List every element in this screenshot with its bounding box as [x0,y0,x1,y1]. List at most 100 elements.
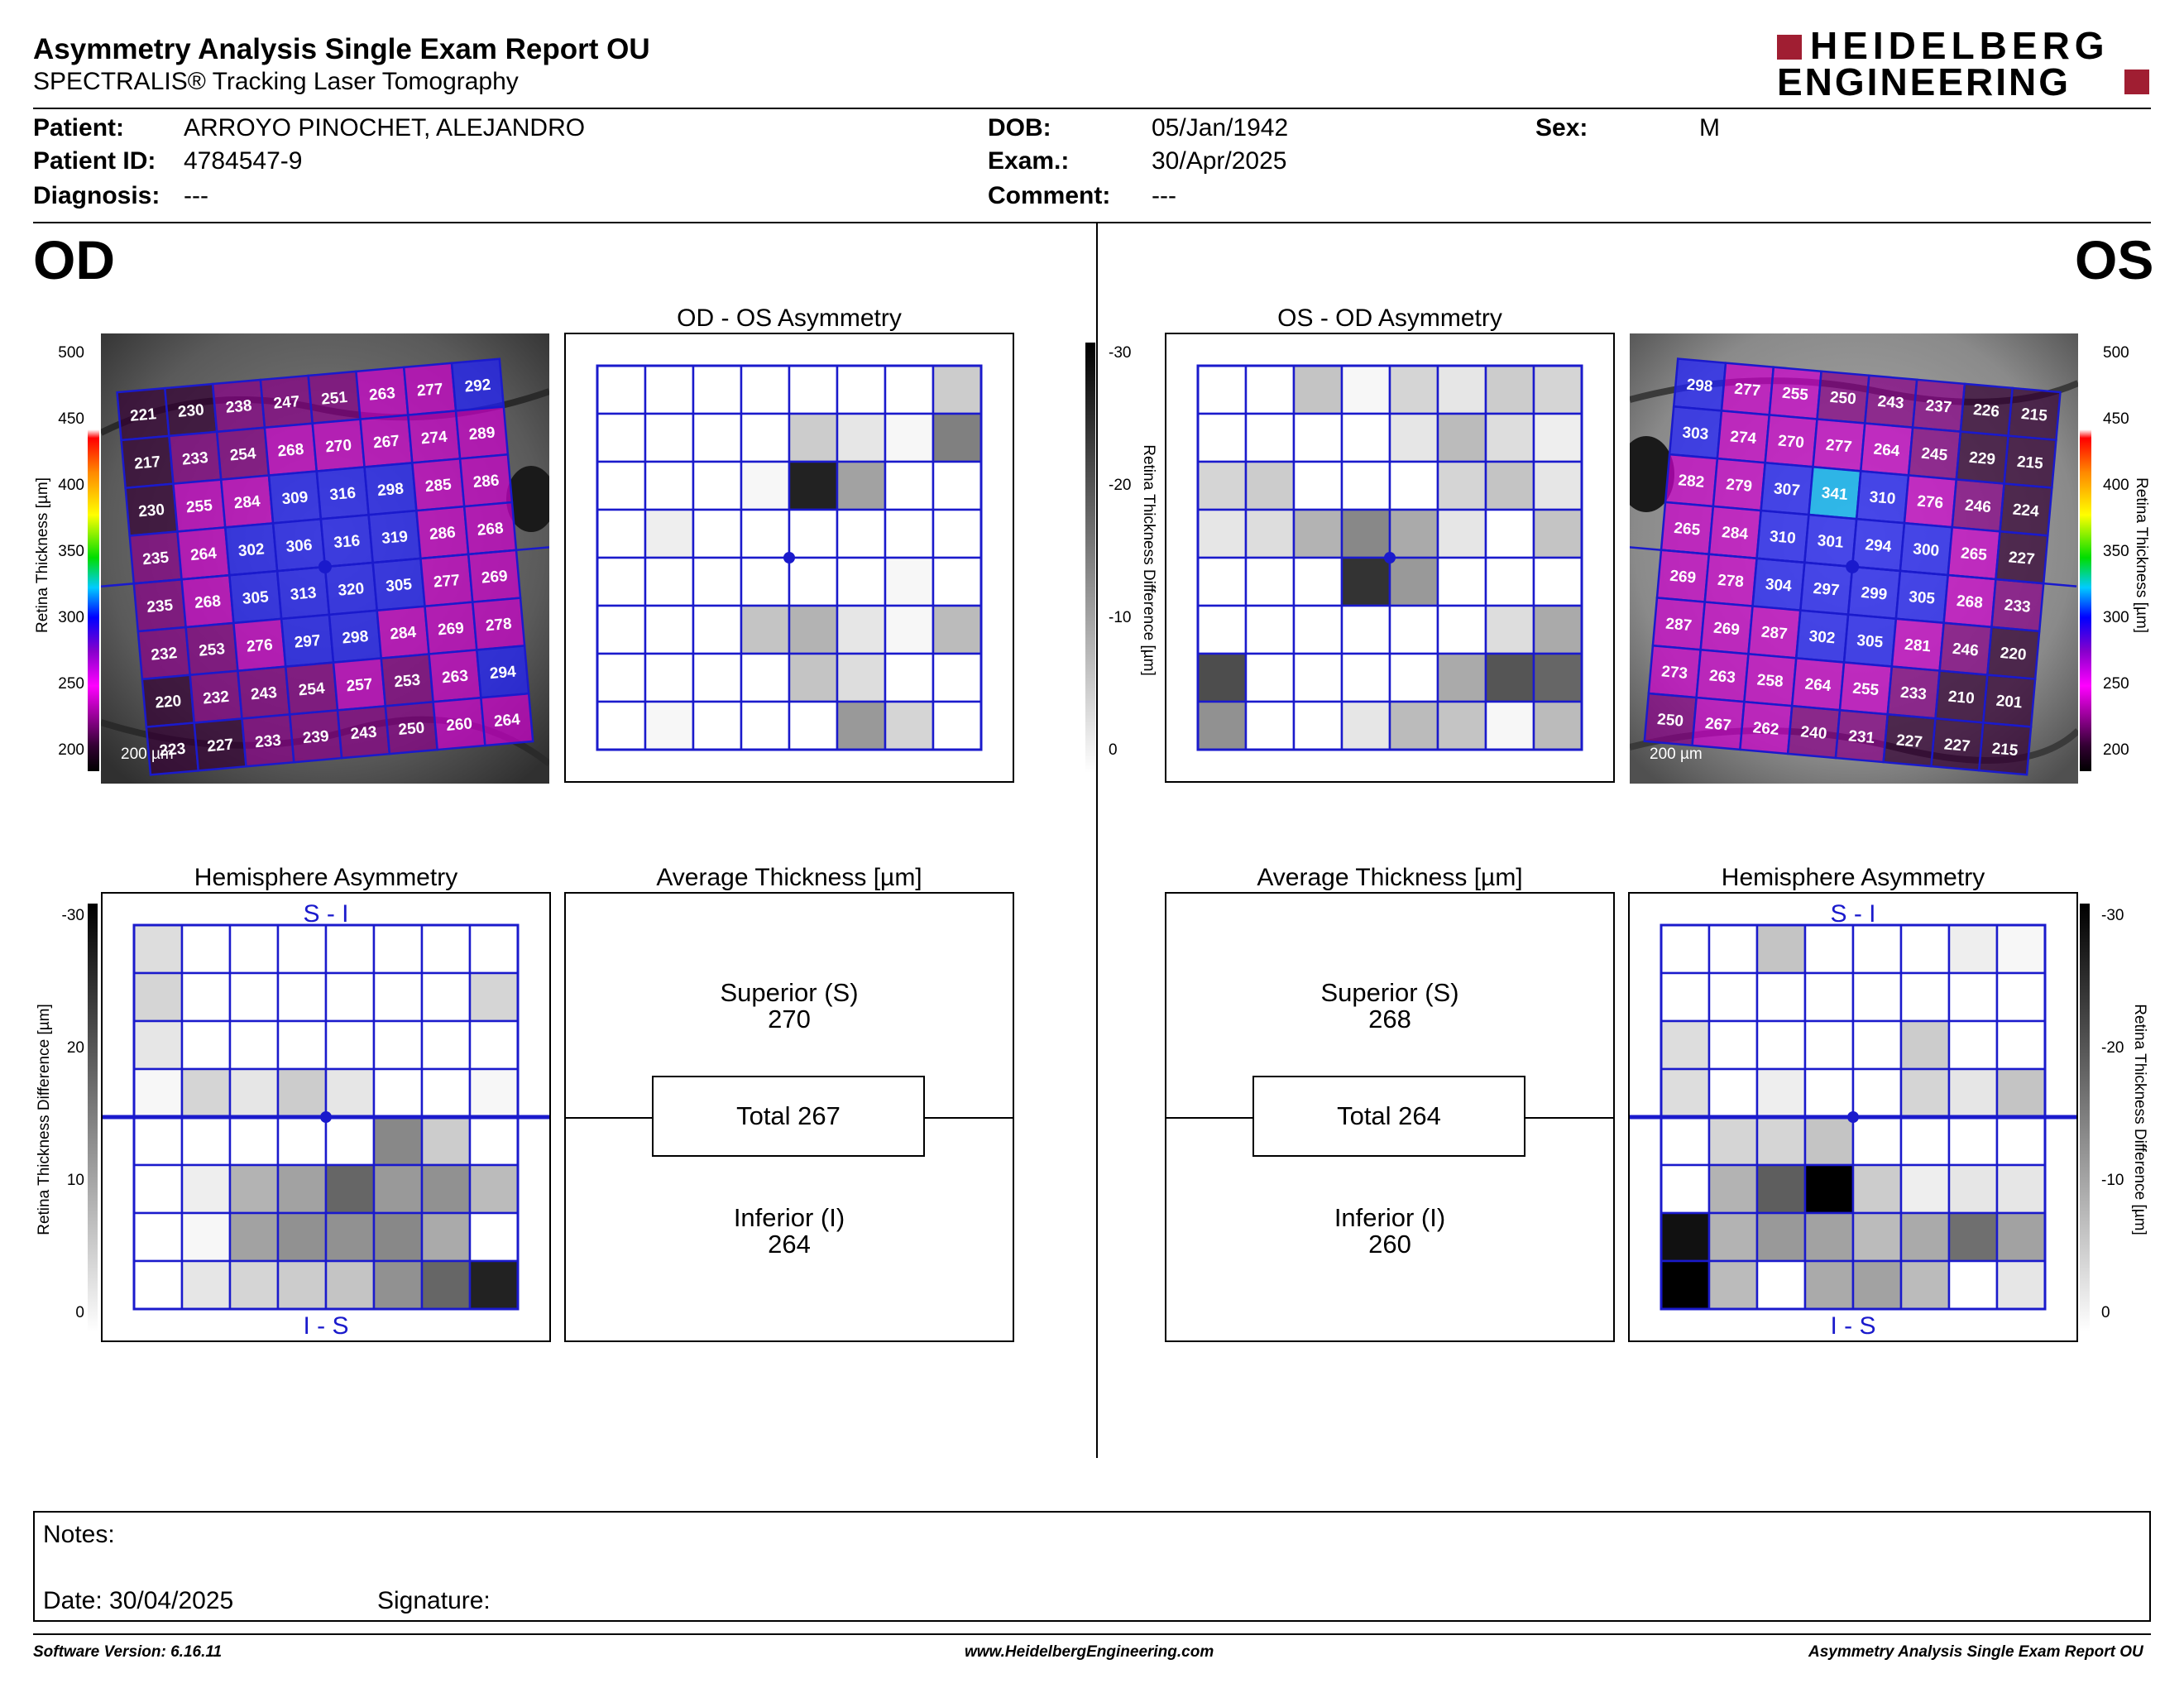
tick-label: -20 [1109,477,1132,494]
center-diff-ticks: -30 -20 -10 0 [1109,344,1150,786]
thickness-value: 319 [381,528,408,548]
grid-cell [1755,1211,1807,1263]
grid-cell [276,971,328,1023]
od-fundus-image: 221 230 238 247 251 263 277 292 217 233 254 268 270 2… [101,333,549,784]
tick-label: 200 [58,741,84,759]
thickness-value: 279 [1725,476,1752,496]
date-label: Date: 30/04/2025 [43,1587,234,1614]
grid-cell [884,652,935,703]
grid-cell [372,1211,424,1263]
grid-cell [1899,1115,1951,1167]
fovea-marker [1847,1111,1859,1123]
grid-cell [1388,364,1439,415]
grid-cell [884,508,935,559]
fovea-marker [783,552,795,563]
thickness-value: 274 [1729,428,1757,448]
os-thickness-ticks: 500 450 400 350 300 250 200 [2103,344,2144,786]
dob-label: DOB: [988,114,1051,141]
os-thickness-map: 298 277 255 250 243 237 226 215 303 274 270 277 264 2… [1630,357,2077,776]
od-thickness-ticks: 500 450 400 350 300 250 200 [43,344,84,786]
grid-cell [740,364,791,415]
grid-cell [1436,604,1487,655]
tick-label: 250 [58,675,84,693]
od-superior-label: Superior (S) [720,978,859,1007]
thickness-value: 299 [1861,584,1888,604]
grid-cell [1995,1163,2047,1215]
grid-cell [420,1211,472,1263]
grid-cell [180,923,232,975]
grid-cell [1755,1163,1807,1215]
grid-cell [276,1067,328,1119]
grid-cell [324,1259,376,1311]
grid-cell [1244,556,1296,607]
grid-cell [1340,652,1391,703]
dob-value: 05/Jan/1942 [1152,114,1289,141]
thickness-value: 301 [1817,532,1845,552]
grid-cell [1707,1211,1759,1263]
thickness-value: 247 [273,393,300,413]
thickness-value: 294 [489,663,517,683]
grid-cell [644,700,695,751]
grid-cell [884,604,935,655]
grid-cell [1532,412,1583,463]
tick-label: 350 [58,543,84,560]
grid-cell [180,971,232,1023]
grid-cell [692,508,743,559]
grid-cell [836,604,887,655]
grid-cell [596,652,647,703]
thickness-value: 341 [1821,484,1849,504]
thickness-value: 268 [194,592,221,612]
grid-cell [1995,1115,2047,1167]
center-diff-colorbar [1085,343,1095,773]
fovea-marker [318,560,332,574]
grid-cell [228,1115,280,1167]
grid-cell [1851,1259,1903,1311]
thickness-value: 267 [1704,715,1731,735]
thickness-value: 285 [424,476,453,496]
center-diff-axis-label: Retina Thickness Difference [µm] [1140,444,1157,676]
thickness-value: 316 [333,532,361,552]
tick-label: 20 [66,1039,84,1057]
os-hemi-title: Hemisphere Asymmetry [1721,864,1985,891]
grid-cell [1803,1067,1855,1119]
grid-cell [276,923,328,975]
tick-label: 450 [2103,410,2129,428]
grid-cell [836,412,887,463]
thickness-value: 233 [1899,684,1927,704]
thickness-value: 250 [1656,711,1684,731]
grid-cell [276,1163,328,1215]
thickness-value: 250 [398,719,425,739]
grid-cell [788,412,839,463]
website-link[interactable]: www.HeidelbergEngineering.com [965,1643,1214,1661]
grid-cell [740,556,791,607]
patient-id-label: Patient ID: [33,147,156,175]
grid-cell [132,923,184,975]
thickness-value: 298 [376,480,404,500]
thickness-value: 243 [1877,393,1904,413]
grid-cell [372,1067,424,1119]
grid-cell [1995,1211,2047,1263]
thickness-value: 235 [142,549,170,568]
grid-cell [372,1115,424,1167]
grid-cell [324,1019,376,1071]
thickness-value: 277 [433,572,460,592]
grid-cell [372,923,424,975]
grid-cell [132,1259,184,1311]
grid-cell [1851,1211,1903,1263]
thickness-value: 245 [1921,445,1949,465]
grid-cell [1340,412,1391,463]
grid-cell [1707,1019,1759,1071]
grid-cell [1660,1115,1711,1167]
tick-label: 450 [58,410,84,428]
grid-cell [836,460,887,511]
tick-label: 200 [2103,741,2129,759]
grid-cell [692,556,743,607]
grid-cell [1340,508,1391,559]
grid-cell [276,1211,328,1263]
grid-cell [932,700,983,751]
tick-label: 400 [2103,477,2129,494]
grid-cell [468,1067,520,1119]
thickness-value: 221 [129,405,157,425]
thickness-value: 276 [246,636,273,656]
grid-cell [1388,700,1439,751]
